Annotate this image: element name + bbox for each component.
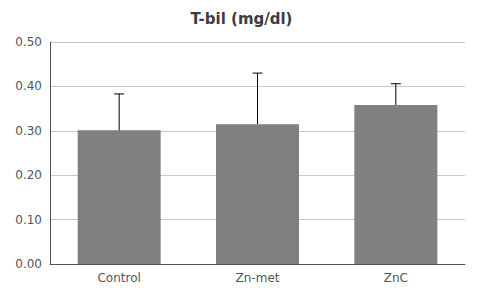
svg-text:Control: Control [97, 271, 140, 285]
svg-text:0.40: 0.40 [15, 79, 42, 93]
svg-text:Zn-met: Zn-met [236, 271, 280, 285]
svg-text:0.30: 0.30 [15, 124, 42, 138]
svg-text:0.20: 0.20 [15, 168, 42, 182]
svg-text:0.50: 0.50 [15, 35, 42, 49]
svg-text:ZnC: ZnC [384, 271, 408, 285]
svg-text:T-bil (mg/dl): T-bil (mg/dl) [191, 10, 293, 28]
svg-text:0.10: 0.10 [15, 213, 42, 227]
svg-text:0.00: 0.00 [15, 257, 42, 271]
